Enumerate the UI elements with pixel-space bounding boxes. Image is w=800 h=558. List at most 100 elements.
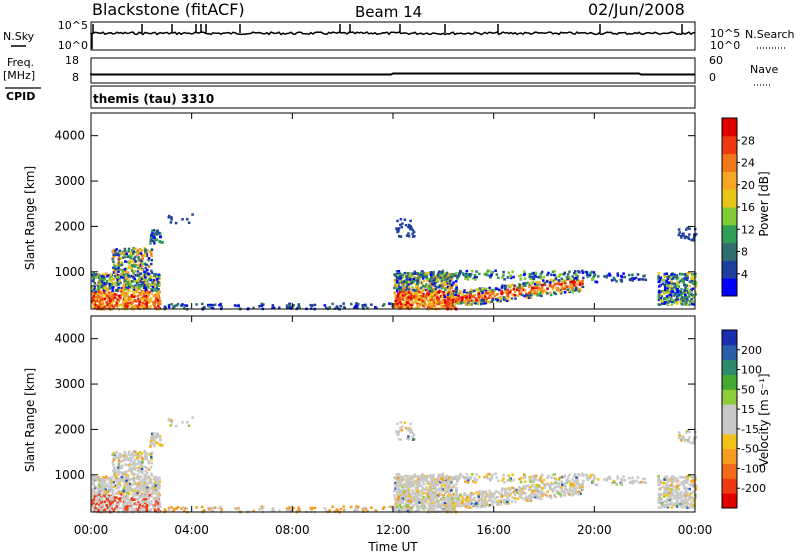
velocity-echo-cell	[425, 486, 428, 489]
velocity-echo-cell	[455, 475, 458, 478]
velocity-echo-cell	[496, 496, 499, 499]
power-echo-cell	[449, 276, 452, 279]
nsky-label: N.Sky	[3, 30, 35, 43]
velocity-echo-cell	[135, 502, 138, 505]
velocity-echo-cell	[131, 472, 134, 475]
power-echo-cell	[409, 278, 412, 281]
velocity-echo-cell	[137, 498, 140, 501]
velocity-echo-cell	[475, 502, 478, 505]
power-echo-cell	[148, 299, 151, 302]
power-echo-cell	[661, 279, 664, 282]
velocity-echo-cell	[513, 490, 516, 493]
velocity-echo-cell	[573, 487, 576, 490]
velocity-echo-cell	[503, 500, 506, 503]
power-echo-cell	[582, 286, 585, 289]
power-echo-cell	[118, 254, 121, 257]
velocity-echo-cell	[433, 508, 436, 511]
freq-label: Freq.	[7, 56, 34, 69]
velocity-echo-cell	[350, 506, 353, 509]
power-echo-cell	[458, 302, 461, 305]
colorbar-tick-label: 16	[741, 201, 755, 214]
velocity-echo-cell	[434, 485, 437, 488]
power-echo-cell	[455, 291, 458, 294]
velocity-echo-cell	[146, 494, 149, 497]
velocity-echo-cell	[103, 477, 106, 480]
velocity-echo-cell	[520, 493, 523, 496]
power-echo-cell	[684, 237, 687, 240]
power-echo-cell	[561, 280, 564, 283]
power-echo-cell	[396, 231, 399, 234]
power-echo-cell	[465, 275, 468, 278]
freq-panel-frame	[91, 58, 695, 83]
velocity-echo-cell	[129, 489, 132, 492]
velocity-echo-cell	[423, 483, 426, 486]
power-echo-cell	[424, 276, 427, 279]
power-echo-cell	[125, 274, 128, 277]
power-echo-cell	[535, 272, 538, 275]
power-echo-cell	[465, 302, 468, 305]
power-echo-cell	[136, 279, 139, 282]
velocity-echo-cell	[132, 455, 135, 458]
power-echo-cell	[407, 272, 410, 275]
power-echo-cell	[659, 276, 662, 279]
velocity-echo-cell	[522, 485, 525, 488]
power-echo-cell	[151, 259, 154, 262]
power-echo-cell	[481, 295, 484, 298]
power-echo-cell	[188, 221, 191, 224]
power-echo-cell	[109, 287, 112, 290]
power-echo-cell	[107, 293, 110, 296]
colorbar-segment	[722, 225, 737, 243]
power-echo-cell	[524, 289, 527, 292]
power-echo-cell	[686, 288, 689, 291]
power-echo-cell	[130, 300, 133, 303]
power-echo-cell	[553, 274, 556, 277]
power-echo-cell	[521, 294, 524, 297]
velocity-echo-cell	[111, 492, 114, 495]
velocity-echo-cell	[101, 496, 104, 499]
velocity-echo-cell	[571, 489, 574, 492]
velocity-echo-cell	[509, 494, 512, 497]
power-echo-cell	[455, 298, 458, 301]
power-echo-cell	[113, 282, 116, 285]
velocity-echo-cell	[469, 499, 472, 502]
power-echo-cell	[153, 233, 156, 236]
power-echo-cell	[123, 287, 126, 290]
freq-unit-label: [MHz]	[3, 69, 35, 82]
power-echo-cell	[683, 284, 686, 287]
velocity-echo-cell	[481, 498, 484, 501]
power-echo-cell	[476, 276, 479, 279]
power-echo-cell	[400, 306, 403, 309]
power-echo-cell	[566, 276, 569, 279]
power-echo-cell	[564, 272, 567, 275]
power-echo-cell	[455, 272, 458, 275]
velocity-echo-cell	[288, 507, 291, 510]
power-echo-cell	[396, 305, 399, 308]
power-echo-cell	[128, 248, 131, 251]
power-echo-cell	[676, 274, 679, 277]
velocity-echo-cell	[100, 494, 103, 497]
velocity-echo-cell	[449, 485, 452, 488]
power-echo-cell	[416, 300, 419, 303]
power-echo-cell	[414, 271, 417, 274]
power-panel-frame	[91, 113, 695, 309]
velocity-echo-cell	[137, 470, 140, 473]
power-echo-cell	[561, 285, 564, 288]
colorbar-tick-label: 24	[741, 157, 755, 170]
velocity-echo-cell	[109, 508, 112, 511]
velocity-echo-cell	[123, 455, 126, 458]
velocity-echo-cell	[549, 484, 552, 487]
velocity-echo-cell	[143, 474, 146, 477]
power-echo-cell	[560, 283, 563, 286]
power-echo-cell	[563, 279, 566, 282]
velocity-echo-cell	[161, 444, 164, 447]
power-echo-cell	[129, 283, 132, 286]
nsky-trace	[91, 24, 695, 49]
power-echo-cell	[137, 270, 140, 273]
power-echo-cell	[148, 306, 151, 309]
velocity-echo-cell	[484, 494, 487, 497]
power-echo-cell	[537, 286, 540, 289]
power-echo-cell	[114, 265, 117, 268]
power-echo-cell	[109, 278, 112, 281]
power-echo-cell	[688, 228, 691, 231]
velocity-echo-cell	[95, 476, 98, 479]
